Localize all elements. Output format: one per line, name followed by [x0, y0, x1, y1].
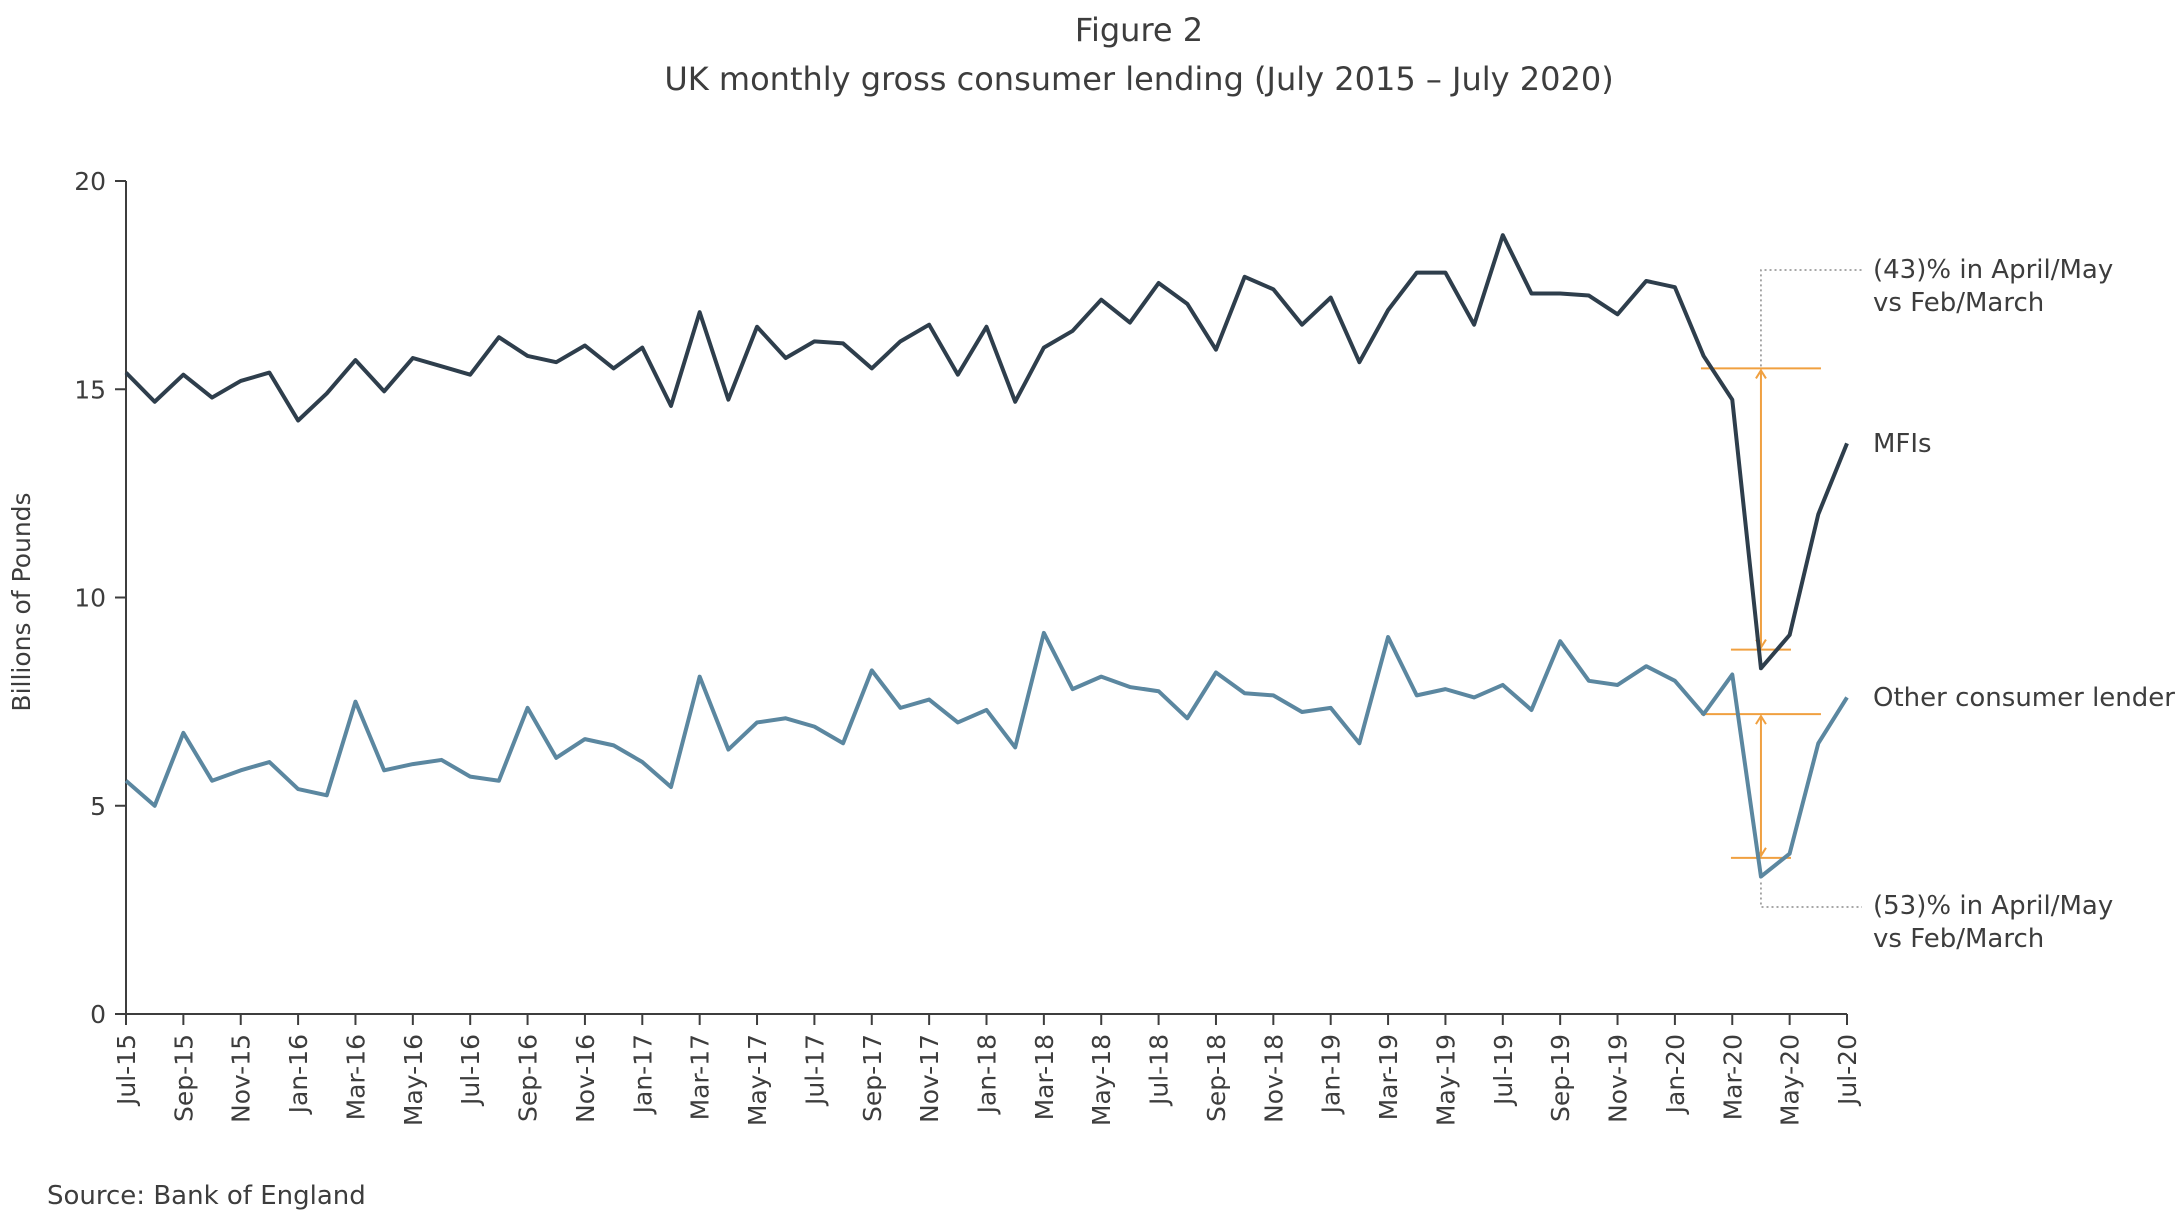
x-tick-label: Nov-16 — [571, 1034, 600, 1123]
x-tick-label: Nov-17 — [915, 1034, 944, 1123]
annotation-leader-other — [1760, 882, 1862, 908]
bracket-mfis-arrow-up — [1755, 368, 1767, 379]
series-line-mfis — [124, 233, 1849, 671]
annotation-leader-mfis — [1760, 269, 1862, 367]
x-tick-label: Jan-18 — [973, 1034, 1002, 1115]
x-tick-label: Mar-16 — [341, 1034, 370, 1120]
annotation-other-line2: vs Feb/March — [1873, 924, 2044, 954]
series-line-other-consumer-lenders — [124, 630, 1849, 879]
x-tick-label: Sep-18 — [1202, 1034, 1231, 1122]
x-tick-label: Nov-19 — [1604, 1034, 1633, 1123]
x-tick-label: May-16 — [399, 1034, 428, 1126]
x-tick-label: Jul-16 — [456, 1034, 485, 1107]
x-tick-label: May-20 — [1776, 1034, 1805, 1126]
x-tick-label: Jan-20 — [1661, 1034, 1690, 1115]
x-tick-label: Mar-18 — [1030, 1034, 1059, 1120]
x-tick-label: Jul-17 — [800, 1034, 829, 1107]
x-tick-label: May-18 — [1087, 1034, 1116, 1126]
series-label-mfis: MFIs — [1873, 429, 1932, 459]
annotation-mfis-line1: (43)% in April/May — [1873, 255, 2113, 285]
x-tick-label: Sep-16 — [514, 1034, 543, 1122]
bracket-other-arrow-up — [1755, 714, 1767, 725]
x-tick-label: May-19 — [1431, 1034, 1460, 1126]
x-tick-label: Jan-19 — [1317, 1034, 1346, 1115]
series-label-other-consumer-lenders: Other consumer lenders — [1873, 683, 2176, 713]
annotation-other-line1: (53)% in April/May — [1873, 891, 2113, 921]
x-tick-label: Jan-16 — [284, 1034, 313, 1115]
change-brackets — [1700, 367, 1821, 859]
source-note: Source: Bank of England — [47, 1181, 366, 1211]
x-tick-label: Jul-18 — [1145, 1034, 1174, 1107]
x-tick-label: Jul-20 — [1833, 1034, 1862, 1107]
y-axis-label: Billions of Pounds — [7, 492, 36, 711]
chart-title: Figure 2 — [1075, 11, 1203, 49]
y-tick-label: 5 — [90, 792, 106, 821]
y-axis-ticks: 0 5 10 15 20 — [74, 167, 126, 1029]
y-tick-label: 20 — [74, 167, 106, 196]
x-tick-label: Jul-15 — [112, 1034, 141, 1107]
x-tick-label: Jan-17 — [628, 1034, 657, 1115]
y-tick-label: 10 — [74, 584, 106, 613]
y-tick-label: 0 — [90, 1000, 106, 1029]
x-tick-label: Sep-15 — [169, 1034, 198, 1122]
chart-subtitle: UK monthly gross consumer lending (July … — [664, 60, 1613, 98]
y-tick-label: 15 — [74, 375, 106, 404]
x-tick-label: Nov-18 — [1259, 1034, 1288, 1123]
x-tick-label: Mar-20 — [1718, 1034, 1747, 1120]
x-tick-label: Sep-17 — [858, 1034, 887, 1122]
x-tick-label: Mar-17 — [686, 1034, 715, 1120]
x-tick-label: Mar-19 — [1374, 1034, 1403, 1120]
x-tick-label: Jul-19 — [1489, 1034, 1518, 1107]
x-tick-label: Sep-19 — [1546, 1034, 1575, 1122]
x-axis-ticks: Jul-15 Sep-15 Nov-15 Jan-16 Mar-16 May-16 Jul-… — [112, 1014, 1862, 1126]
annotation-mfis-line2: vs Feb/March — [1873, 288, 2044, 318]
x-tick-label: May-17 — [743, 1034, 772, 1126]
x-tick-label: Nov-15 — [227, 1034, 256, 1123]
